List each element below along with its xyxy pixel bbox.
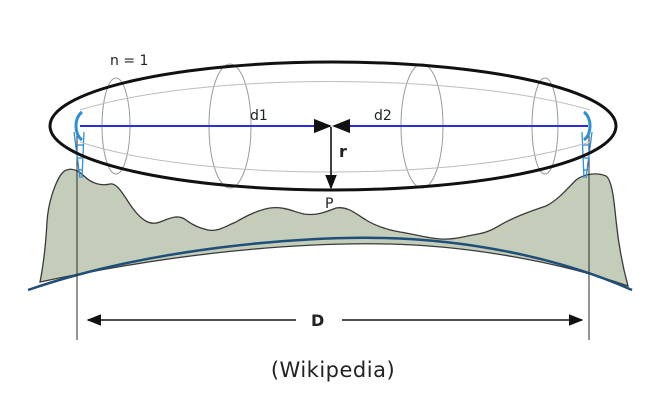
right-antenna-dish <box>582 110 592 142</box>
d1-label: d1 <box>250 108 268 124</box>
earth-curvature <box>27 236 633 292</box>
terrain <box>39 168 629 288</box>
source-caption: (Wikipedia) <box>270 358 396 382</box>
distance-label: D <box>311 311 324 330</box>
fresnel-ellipse <box>48 60 618 192</box>
inner-highlight-lower <box>79 141 591 173</box>
inner-highlight-upper <box>79 81 591 111</box>
radius-label: r <box>339 142 347 161</box>
point-label: P <box>325 196 333 212</box>
zone-label: n = 1 <box>110 53 148 69</box>
left-antenna-dish <box>74 110 84 142</box>
d2-label: d2 <box>374 108 392 124</box>
